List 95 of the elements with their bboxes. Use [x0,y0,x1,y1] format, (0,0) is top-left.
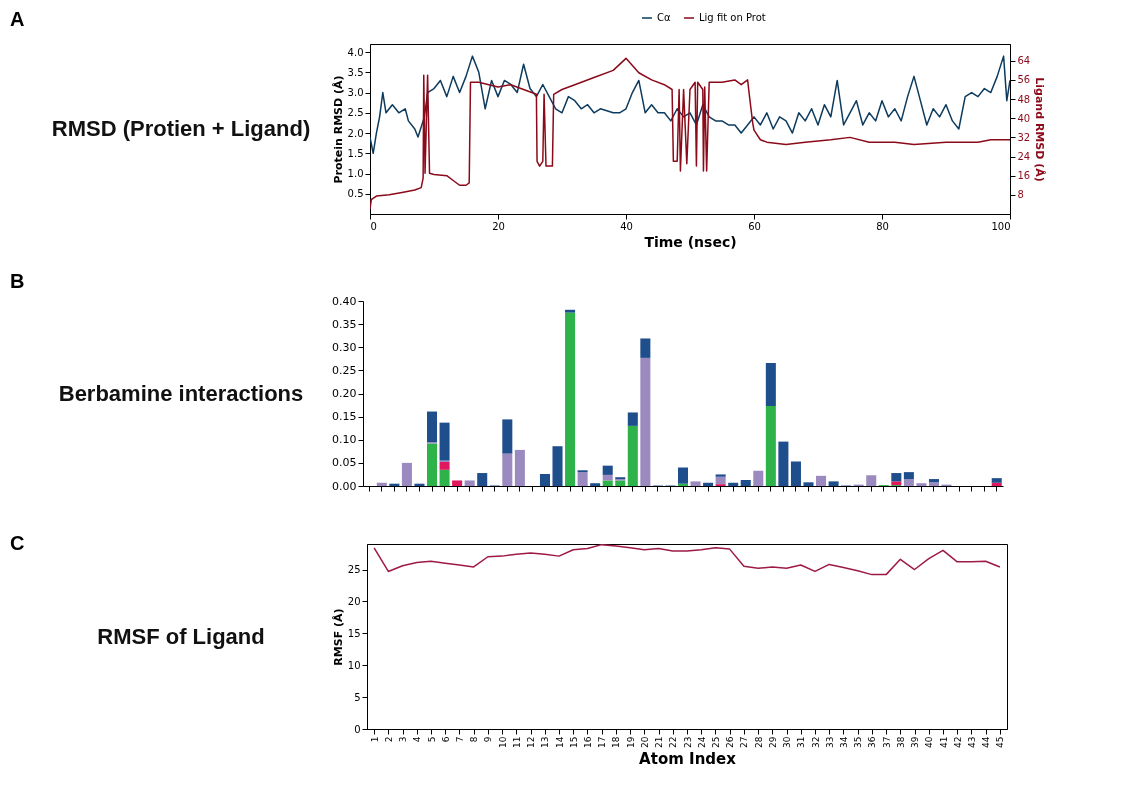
y-tick-label: 4.0 [347,46,364,58]
x-tick-label: 29 [767,736,778,748]
x-tick-label: 23 [682,736,693,748]
x-tick-label: 11 [511,736,522,748]
x-tick-label: 34 [838,736,849,748]
y2-tick-label: 48 [1017,93,1031,105]
y-tick-label: 3.5 [347,66,364,78]
x-tick-label: 1 [369,736,380,743]
legend-label: Cα [657,12,671,23]
y-tick-label: 0.20 [332,386,357,400]
y-tick-label: 3.0 [347,87,364,99]
x-tick-label: 13 [540,736,551,748]
y2-tick-label: 32 [1017,131,1031,143]
x-tick-label: 60 [748,220,761,232]
x-tick-label: 12 [526,736,537,748]
text: RMSF of Ligand [97,623,265,649]
x-axis-title: Atom Index [639,749,737,768]
text: A [10,8,25,31]
x-tick-label: 41 [938,736,949,748]
x-tick-label: 10 [497,736,508,748]
x-tick-label: 26 [725,736,736,748]
y2-tick-label: 8 [1017,189,1024,201]
x-tick-label: 30 [782,736,793,748]
y-tick-label: 10 [347,659,361,671]
text: B [10,270,25,293]
x-tick-label: 6 [440,736,451,743]
y-tick-label: 0.30 [332,340,357,354]
x-tick-label: 7 [454,736,465,743]
y-tick-label: 20 [347,595,361,607]
y-tick-label: 0.00 [332,479,357,492]
y-tick-label: 25 [347,564,361,576]
x-tick-label: 37 [881,736,892,748]
x-tick-label: 40 [620,220,633,232]
x-tick-label: 2 [383,736,394,743]
x-tick-label: 32 [810,736,821,748]
x-tick-label: 42 [952,736,963,748]
y-tick-label: 0.5 [347,188,364,200]
y2-tick-label: 24 [1017,151,1031,163]
x-tick-label: 4 [412,736,423,743]
x-tick-label: 44 [981,736,992,748]
y2-tick-label: 16 [1017,170,1031,182]
y-tick-label: 1.5 [347,147,364,159]
x-tick-label: 22 [668,736,679,748]
y-tick-label: 0.40 [332,294,357,307]
x-tick-label: 27 [739,736,750,748]
x-tick-label: 20 [639,736,650,748]
x-axis-title: Time (nsec) [644,233,737,250]
y-axis-title: Protein RMSD (Å) [331,75,345,184]
y-axis-title: RMSF (Å) [331,608,345,666]
x-tick-label: 19 [625,736,636,748]
x-tick-label: 38 [895,736,906,748]
x-tick-label: 5 [426,736,437,743]
x-tick-label: 16 [582,736,593,748]
x-tick-label: 100 [991,220,1011,232]
y2-tick-label: 40 [1017,112,1031,124]
x-tick-label: 35 [853,736,864,748]
x-tick-label: 28 [753,736,764,748]
x-tick-label: 43 [966,736,977,748]
y-tick-label: 0.35 [332,317,357,331]
x-tick-label: 14 [554,736,565,748]
x-tick-label: 36 [867,736,878,748]
x-tick-label: 3 [398,736,409,743]
y-tick-label: 0.05 [332,455,357,469]
x-tick-label: 33 [824,736,835,748]
text: Berbamine interactions [58,380,304,405]
y2-tick-label: 56 [1017,74,1031,86]
y2-tick-label: 64 [1017,55,1031,67]
y-tick-label: 5 [354,691,361,703]
x-tick-label: 40 [924,736,935,748]
y-tick-label: 2.0 [347,127,364,139]
x-tick-label: 24 [696,736,707,748]
y-tick-label: 2.5 [347,107,364,119]
x-tick-label: 21 [654,736,665,748]
x-tick-label: 80 [876,220,889,232]
text: C [10,532,25,555]
x-tick-label: 0 [370,220,377,232]
x-tick-label: 18 [611,736,622,748]
y-tick-label: 0.10 [332,432,357,446]
y-tick-label: 1.0 [347,168,364,180]
x-tick-label: 9 [483,736,494,743]
x-tick-label: 17 [597,736,608,748]
x-tick-label: 8 [469,736,480,743]
y-tick-label: 0.25 [332,363,357,377]
x-tick-label: 25 [710,736,721,748]
y-tick-label: 0 [354,723,361,735]
x-tick-label: 39 [910,736,921,748]
x-tick-label: 20 [492,220,505,232]
y2-axis-title: Ligand RMSD (Å) [1033,77,1047,182]
text: RMSD (Protien + Ligand) [51,116,311,141]
y-tick-label: 0.15 [332,409,357,423]
y-tick-label: 15 [347,627,361,639]
x-tick-label: 15 [568,736,579,748]
x-tick-label: 45 [995,736,1006,748]
x-tick-label: 31 [796,736,807,748]
legend-label: Lig fit on Prot [699,12,766,23]
